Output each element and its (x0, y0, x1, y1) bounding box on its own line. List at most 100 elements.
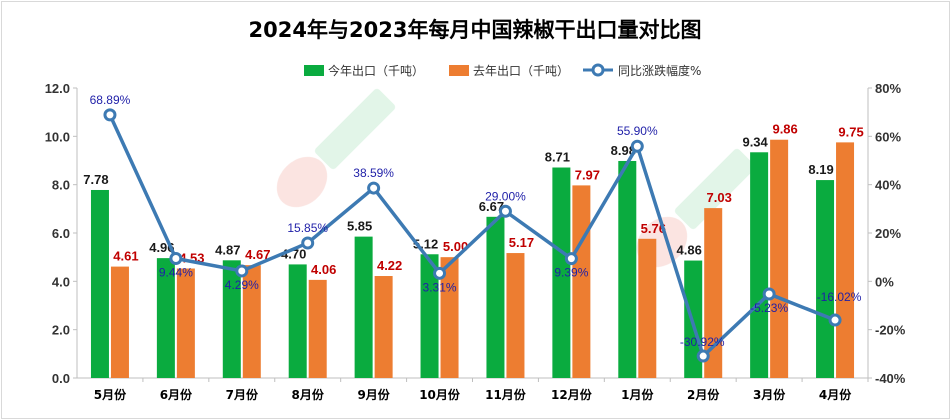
bar-last-year (374, 276, 393, 378)
data-label-pct: -30.92% (680, 335, 725, 349)
legend-swatch-last-year (449, 65, 469, 76)
legend-label-this-year: 今年出口（千吨） (328, 63, 424, 78)
chart-title: 2024年与2023年每月中国辣椒干出口量对比图 (249, 18, 702, 42)
x-tick-label: 2月份 (687, 387, 720, 402)
bar-this-year (420, 254, 439, 378)
legend-swatch-this-year (304, 65, 324, 76)
bar-last-year (110, 266, 129, 378)
x-tick-label: 12月份 (551, 387, 593, 402)
bar-this-year (90, 189, 109, 378)
x-tick-label: 3月份 (753, 387, 786, 402)
bar-this-year (816, 180, 835, 378)
line-series-pct (108, 114, 836, 360)
line-point-pct (498, 204, 512, 218)
data-label-this-year: 4.87 (215, 242, 240, 257)
bar-last-year (770, 139, 789, 378)
bar-last-year (506, 253, 525, 378)
y-left-tick-label: 6.0 (52, 226, 70, 241)
bar-last-year (572, 185, 591, 378)
data-label-pct: 9.39% (554, 266, 588, 280)
bar-this-year (618, 160, 637, 378)
line-point-pct (762, 287, 776, 301)
bar-this-year (552, 167, 571, 378)
bar-this-year (288, 264, 307, 378)
y-right-tick-label: 20% (875, 226, 901, 241)
line-point-pct (235, 264, 249, 278)
line-point-pct (301, 236, 315, 250)
line-point-pct (630, 139, 644, 153)
line-point-pct (696, 349, 710, 363)
data-label-pct: 3.31% (423, 280, 457, 294)
data-label-pct: 55.90% (617, 124, 658, 138)
legend-label-pct: 同比涨跌幅度% (618, 63, 701, 78)
x-tick-label: 4月份 (819, 387, 852, 402)
line-point-pct (828, 313, 842, 327)
x-tick-label: 9月份 (357, 387, 390, 402)
data-label-this-year: 8.19 (808, 162, 833, 177)
data-label-this-year: 6.67 (479, 199, 504, 214)
data-label-pct: -5.23% (750, 301, 788, 315)
y-left-tick-label: 8.0 (52, 178, 70, 193)
bar-this-year (750, 152, 769, 378)
data-label-last-year: 7.03 (707, 190, 732, 205)
bar-this-year (354, 236, 373, 378)
data-label-pct: -16.02% (817, 290, 862, 304)
y-right-tick-label: 80% (875, 81, 901, 96)
x-tick-label: 11月份 (485, 387, 527, 402)
x-tick-label: 5月份 (94, 387, 127, 402)
legend: 今年出口（千吨） 去年出口（千吨） 同比涨跌幅度% (304, 63, 701, 78)
x-tick-label: 1月份 (621, 387, 654, 402)
data-label-last-year: 7.97 (575, 167, 600, 182)
bar-last-year (836, 142, 855, 378)
bar-last-year (176, 268, 195, 378)
legend-label-last-year: 去年出口（千吨） (473, 64, 569, 78)
x-tick-label: 8月份 (292, 387, 325, 402)
x-tick-label: 10月份 (419, 387, 461, 402)
line-point-pct (367, 181, 381, 195)
y-right-tick-label: 0% (875, 274, 894, 289)
data-label-this-year: 8.98 (611, 143, 636, 158)
y-left-tick-label: 4.0 (52, 274, 70, 289)
y-right-tick-label: -20% (875, 323, 906, 338)
data-label-pct: 38.59% (353, 166, 394, 180)
y-right-tick-label: 60% (875, 129, 901, 144)
data-label-last-year: 9.86 (772, 122, 797, 137)
y-right-tick-label: -40% (875, 371, 906, 386)
bar-last-year (440, 257, 459, 378)
data-label-pct: 15.85% (287, 221, 328, 235)
legend-line-marker-dot (591, 63, 605, 77)
plot-area: 0.0 2.0 4.0 6.0 8.0 10.0 12.0 -40% -20% 0% 20% 40% 6… (45, 81, 906, 402)
line-point-pct (564, 252, 578, 266)
y-left-tick-label: 12.0 (45, 81, 70, 96)
data-label-last-year: 9.75 (838, 124, 863, 139)
data-label-last-year: 5.76 (641, 221, 666, 236)
data-label-this-year: 7.78 (83, 172, 108, 187)
data-label-last-year: 4.06 (311, 262, 336, 277)
data-label-this-year: 5.85 (347, 219, 372, 234)
line-point-pct (103, 108, 117, 122)
bar-last-year (242, 265, 261, 378)
bar-this-year (222, 260, 241, 378)
y-left-tick-label: 10.0 (45, 129, 70, 144)
bar-last-year (704, 208, 723, 378)
x-tick-label: 7月份 (226, 387, 259, 402)
bar-this-year (486, 216, 505, 378)
bar-this-year (156, 258, 175, 378)
line-point-pct (433, 266, 447, 280)
y-left-tick-label: 2.0 (52, 323, 70, 338)
data-label-this-year: 9.34 (742, 134, 768, 149)
x-tick-label: 6月份 (160, 387, 193, 402)
data-label-this-year: 4.86 (677, 243, 702, 258)
bar-last-year (308, 279, 327, 378)
data-label-pct: 29.00% (485, 189, 526, 203)
data-label-pct: 9.44% (159, 266, 193, 280)
data-label-pct: 68.89% (90, 93, 131, 107)
data-label-this-year: 8.71 (545, 150, 570, 165)
data-label-last-year: 4.22 (377, 258, 402, 273)
data-label-pct: 4.29% (225, 278, 259, 292)
y-left-tick-label: 0.0 (52, 371, 70, 386)
data-label-last-year: 4.67 (245, 247, 270, 262)
bar-last-year (638, 238, 657, 378)
data-label-last-year: 5.17 (509, 235, 534, 250)
